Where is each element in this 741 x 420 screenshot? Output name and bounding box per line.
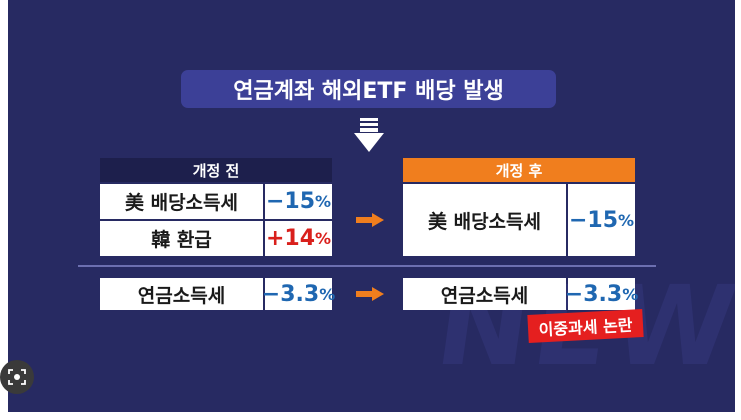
value-unit: % xyxy=(315,229,332,248)
before-kr-refund-value: +14% xyxy=(265,221,332,256)
value-number: −3.3 xyxy=(564,281,623,307)
after-header: 개정 후 xyxy=(403,158,635,182)
before-pension-tax-value: −3.3% xyxy=(261,278,336,310)
value-unit: % xyxy=(319,284,336,304)
right-arrow-icon xyxy=(356,287,384,301)
lens-icon[interactable] xyxy=(0,360,34,394)
down-arrow-icon xyxy=(354,118,384,152)
value-number: −15 xyxy=(568,207,619,233)
right-arrow-icon xyxy=(356,213,384,227)
before-us-dividend-value: −15% xyxy=(265,184,332,219)
after-us-dividend-value: −15% xyxy=(568,184,635,256)
lens-glyph-icon xyxy=(8,369,26,385)
value-unit: % xyxy=(315,192,332,211)
value-unit: % xyxy=(618,210,635,230)
before-us-dividend-label: 美 배당소득세 xyxy=(100,184,263,219)
before-kr-refund-label: 韓 환급 xyxy=(100,221,263,256)
value-unit: % xyxy=(622,284,639,304)
before-pension-tax-label: 연금소득세 xyxy=(100,278,263,310)
after-us-dividend-label: 美 배당소득세 xyxy=(403,184,566,256)
news-graphic-panel: NEWS 연금계좌 해외ETF 배당 발생 개정 전 美 배당소득세 −15% … xyxy=(8,0,735,412)
graphic-title: 연금계좌 해외ETF 배당 발생 xyxy=(181,70,556,108)
value-number: −3.3 xyxy=(261,281,320,307)
value-number: +14 xyxy=(265,226,316,251)
before-header: 개정 전 xyxy=(100,158,332,182)
after-pension-tax-label: 연금소득세 xyxy=(403,278,566,310)
divider-line xyxy=(78,265,656,267)
value-number: −15 xyxy=(265,189,316,214)
after-pension-tax-value: −3.3% xyxy=(564,278,639,310)
